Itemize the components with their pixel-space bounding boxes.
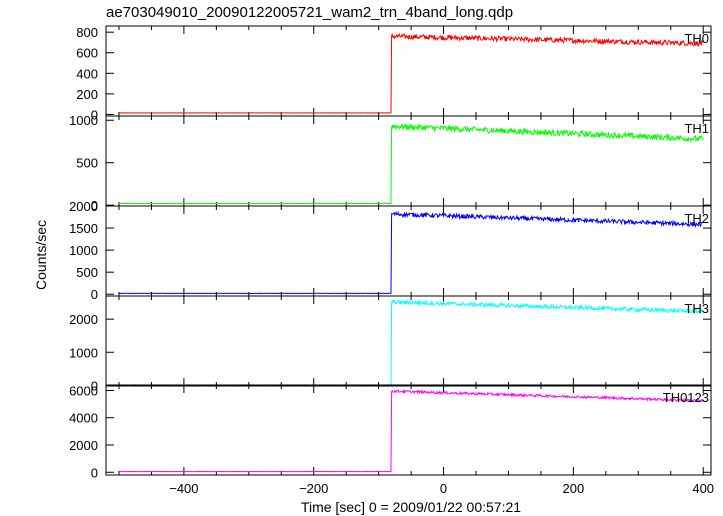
panel-th2: 0 500 1000 1500 2000 TH2: [69, 199, 712, 302]
y-tick-label: 1500: [69, 221, 98, 236]
x-tick-label: 0: [440, 481, 447, 496]
y-tick-label: 2000: [69, 438, 98, 453]
series-th3: [118, 298, 704, 386]
panels: 0 200 400 600 800 TH0 0 500 1000 TH1 0 500 1000 1500 2…: [69, 25, 712, 480]
y-tick-label: 600: [76, 46, 98, 61]
panel-label-th2: TH2: [684, 211, 709, 226]
y-tick-label: 6000: [69, 383, 98, 398]
panel-label-th0: TH0: [684, 31, 709, 46]
panel-frame: [105, 115, 712, 207]
y-tick-label: 500: [76, 265, 98, 280]
x-tick-label: −200: [299, 481, 328, 496]
x-axis-label: Time [sec] 0 = 2009/01/22 00:57:21: [301, 499, 521, 515]
y-tick-label: 200: [76, 87, 98, 102]
x-tick-label: −400: [169, 481, 198, 496]
y-tick-label: 2000: [69, 199, 98, 214]
y-tick-label: 1000: [69, 345, 98, 360]
panel-th0123: 0 2000 4000 6000 TH0123: [69, 383, 712, 480]
y-tick-label: 400: [76, 66, 98, 81]
y-tick-label: 4000: [69, 411, 98, 426]
series-th1: [118, 123, 704, 205]
y-tick-label: 1000: [69, 113, 98, 128]
x-tick-label: 400: [692, 481, 714, 496]
chart-title: ae703049010_20090122005721_wam2_trn_4ban…: [106, 4, 513, 21]
panel-label-th1: TH1: [684, 121, 709, 136]
y-axis-label: Counts/sec: [33, 220, 49, 290]
series-th2: [118, 210, 704, 294]
series-th0: [118, 33, 704, 114]
y-tick-label: 0: [91, 107, 98, 122]
panel-frame: [105, 205, 712, 297]
y-tick-label: 2000: [69, 312, 98, 327]
y-tick-label: 0: [91, 198, 98, 213]
x-tick-label: 200: [563, 481, 585, 496]
y-tick-label: 500: [76, 156, 98, 171]
y-tick-label: 0: [91, 378, 98, 393]
panel-frame: [105, 384, 712, 476]
y-tick-label: 1000: [69, 243, 98, 258]
x-axis-tick-labels: −400 −200 0 200 400: [169, 481, 714, 496]
panel-th1: 0 500 1000 TH1: [69, 113, 712, 213]
y-tick-label: 0: [91, 287, 98, 302]
panel-label-th0123: TH0123: [663, 390, 709, 405]
panel-frame: [105, 295, 712, 387]
panel-th3: 0 1000 2000 TH3: [69, 295, 712, 393]
panel-th0: 0 200 400 600 800 TH0: [76, 25, 712, 122]
y-tick-label: 800: [76, 25, 98, 40]
y-tick-label: 0: [91, 465, 98, 480]
series-th0123: [118, 388, 704, 473]
panel-label-th3: TH3: [684, 301, 709, 316]
